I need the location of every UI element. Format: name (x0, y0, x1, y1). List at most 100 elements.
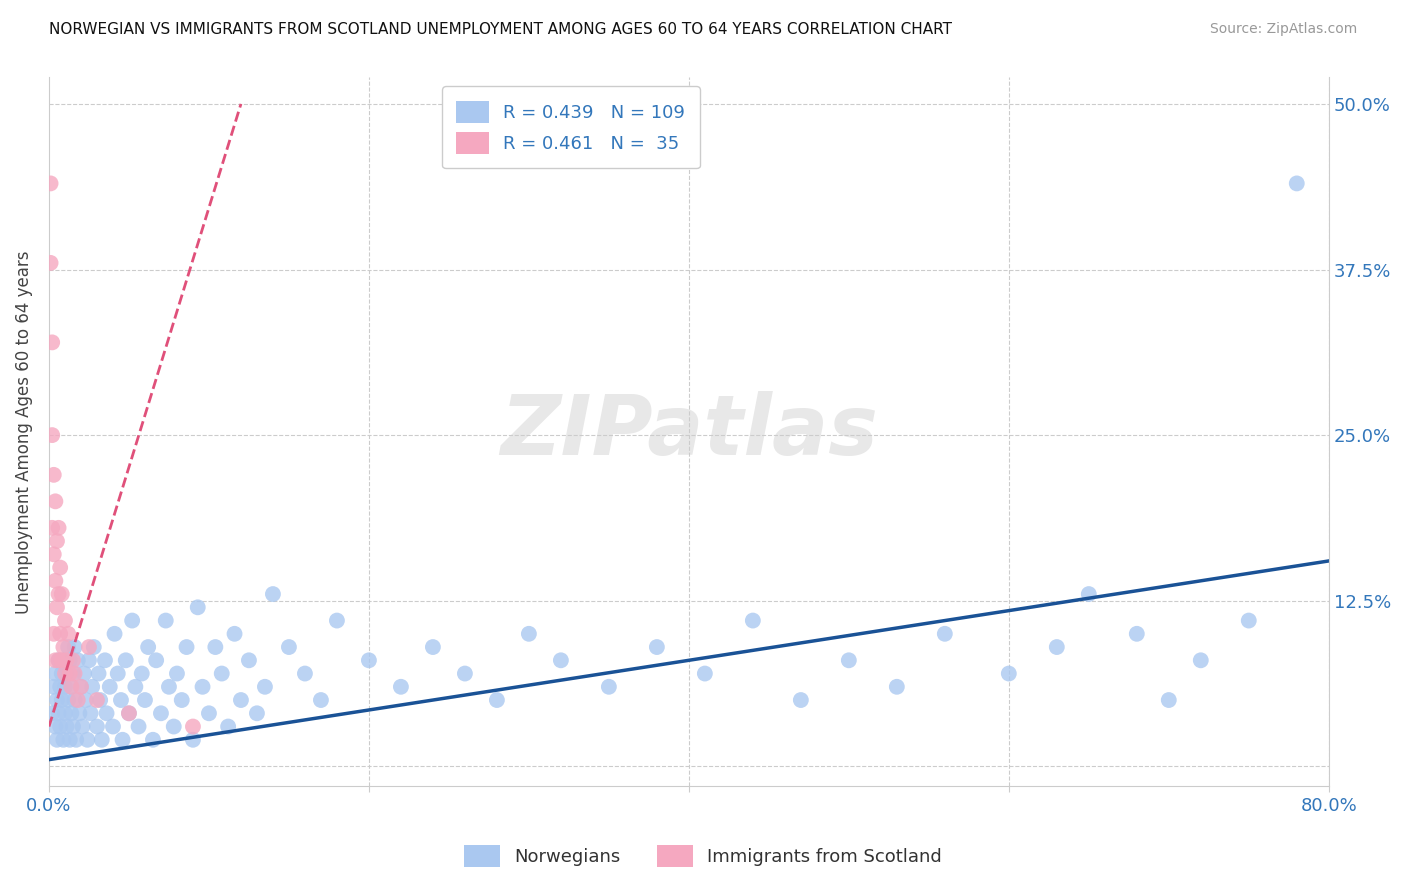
Point (134, 693, 156, 707)
Point (103, 627, 125, 641)
Point (79, 706, 101, 721)
Point (66, 693, 89, 707)
Point (62, 719, 84, 733)
Point (1189, 653, 1212, 667)
Point (1285, 177, 1308, 191)
Point (39, 256, 62, 270)
Text: ZIPatlas: ZIPatlas (501, 392, 877, 472)
Point (42, 547, 65, 561)
Point (53, 706, 76, 721)
Point (357, 653, 380, 667)
Point (63, 640, 86, 654)
Point (62, 653, 84, 667)
Point (49, 680, 72, 694)
Point (94, 653, 117, 667)
Point (49, 627, 72, 641)
Point (485, 693, 508, 707)
Point (645, 640, 668, 654)
Point (86, 693, 108, 707)
Point (48, 706, 70, 721)
Point (204, 640, 226, 654)
Point (110, 693, 132, 707)
Point (187, 600, 209, 615)
Point (56, 627, 79, 641)
Point (181, 719, 204, 733)
Point (934, 627, 956, 641)
Point (166, 666, 188, 681)
Point (211, 666, 233, 681)
Point (1046, 640, 1069, 654)
Point (51, 666, 73, 681)
Point (217, 719, 239, 733)
Point (53, 680, 76, 694)
Point (238, 653, 260, 667)
Point (41, 428, 63, 442)
Point (163, 719, 186, 733)
Point (42, 627, 65, 641)
Point (124, 680, 146, 694)
Point (1126, 627, 1149, 641)
Point (157, 680, 180, 694)
Point (75, 693, 97, 707)
Point (39, 177, 62, 191)
Point (1237, 614, 1260, 628)
Point (86, 719, 108, 733)
Point (51, 693, 73, 707)
Point (326, 614, 349, 628)
Point (56, 693, 79, 707)
Y-axis label: Unemployment Among Ages 60 to 64 years: Unemployment Among Ages 60 to 64 years (15, 250, 32, 614)
Point (60, 680, 83, 694)
Point (224, 627, 246, 641)
Point (70, 680, 93, 694)
Point (48, 587, 70, 601)
Point (48, 653, 70, 667)
Legend: Norwegians, Immigrants from Scotland: Norwegians, Immigrants from Scotland (457, 838, 949, 874)
Point (77, 640, 100, 654)
Point (111, 732, 134, 747)
Point (66, 653, 89, 667)
Point (89, 693, 111, 707)
Point (693, 666, 716, 681)
Point (52, 732, 75, 747)
Point (46, 732, 69, 747)
Point (51, 653, 73, 667)
Point (73, 666, 96, 681)
Point (170, 693, 193, 707)
Point (76, 732, 98, 747)
Point (41, 335, 63, 350)
Point (454, 666, 477, 681)
Point (118, 706, 141, 721)
Point (886, 680, 908, 694)
Point (191, 680, 214, 694)
Point (55, 719, 77, 733)
Point (46, 693, 69, 707)
Point (136, 640, 159, 654)
Point (44, 666, 66, 681)
Point (82, 680, 104, 694)
Point (60, 706, 83, 721)
Point (53, 614, 76, 628)
Point (128, 719, 150, 733)
Point (598, 680, 620, 694)
Point (55, 666, 77, 681)
Point (176, 640, 198, 654)
Point (83, 640, 105, 654)
Point (59, 653, 82, 667)
Point (107, 666, 129, 681)
Point (72, 719, 94, 733)
Point (145, 653, 167, 667)
Point (96, 706, 118, 721)
Point (121, 614, 143, 628)
Point (389, 680, 412, 694)
Point (131, 666, 153, 681)
Point (309, 693, 332, 707)
Point (998, 666, 1021, 681)
Point (48, 521, 70, 535)
Point (70, 680, 93, 694)
Point (262, 587, 284, 601)
Point (101, 719, 124, 733)
Point (181, 732, 204, 747)
Point (44, 494, 66, 508)
Point (278, 640, 301, 654)
Point (63, 693, 86, 707)
